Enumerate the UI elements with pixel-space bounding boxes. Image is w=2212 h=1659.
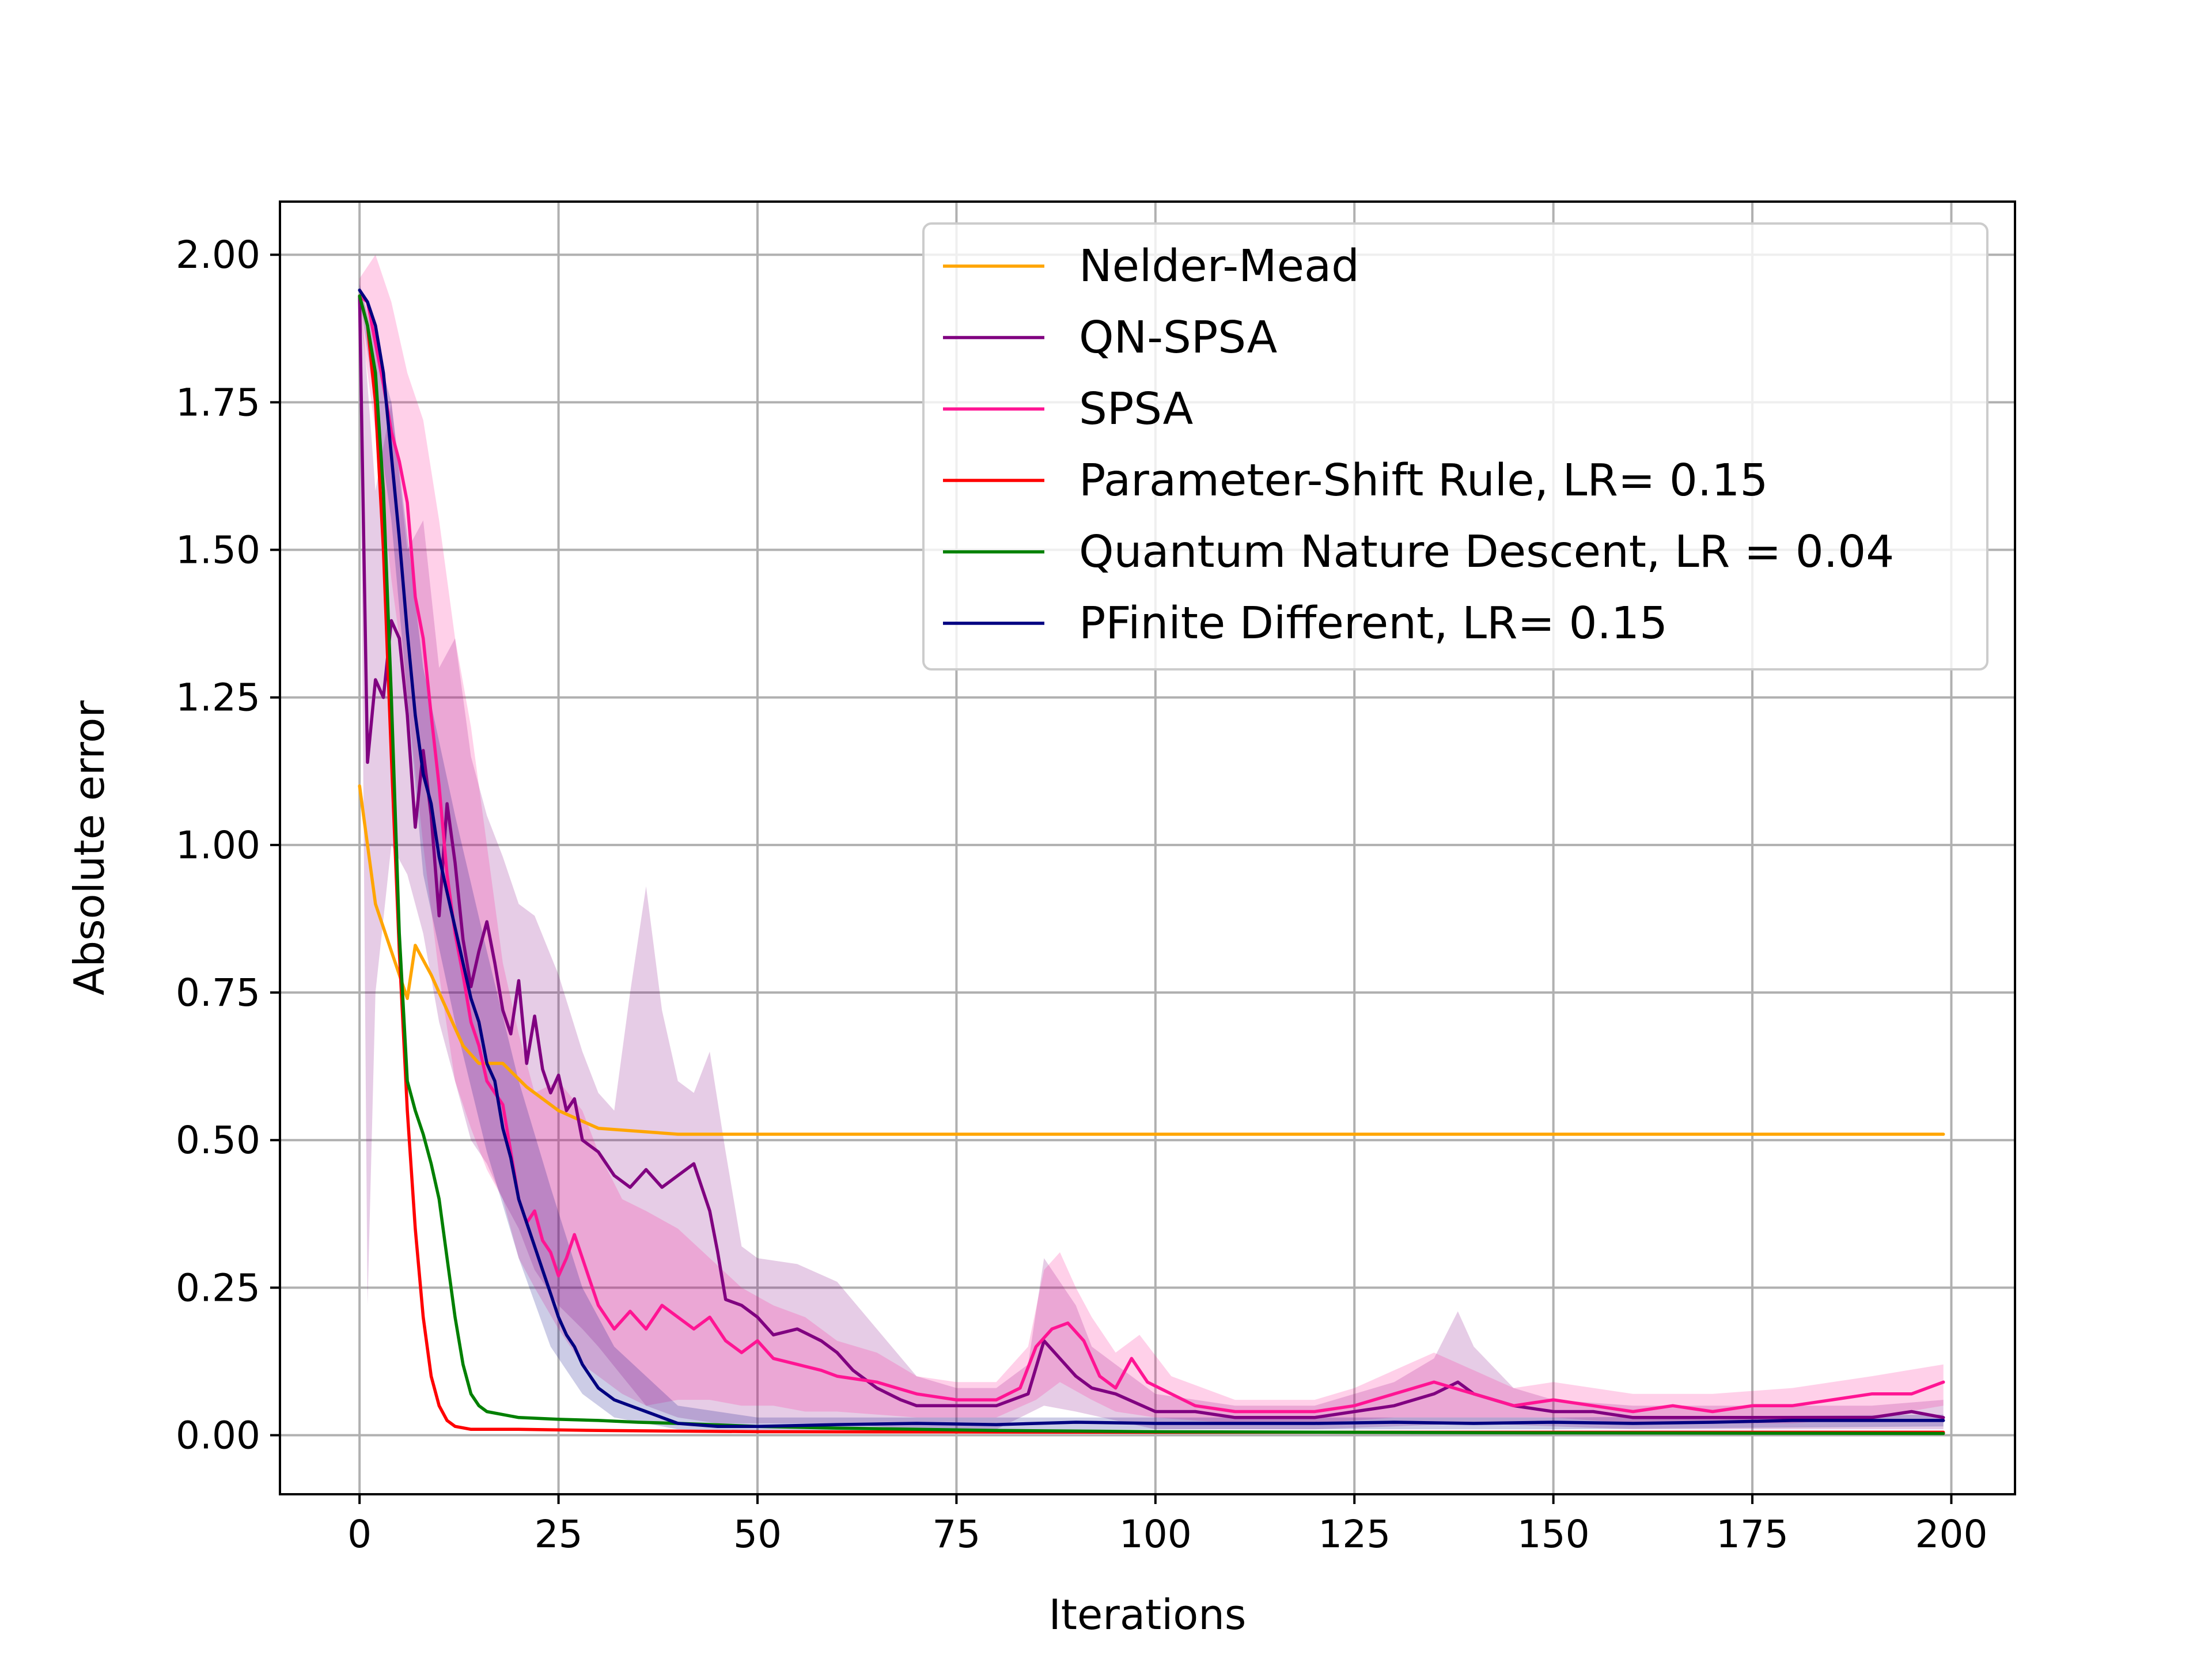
x-tick-label: 200 bbox=[1915, 1512, 1987, 1556]
legend-box bbox=[922, 222, 1988, 671]
x-tick-label: 0 bbox=[347, 1512, 372, 1556]
y-axis-label: Absolute error bbox=[65, 700, 113, 995]
series-line bbox=[358, 294, 1945, 1419]
x-tick-label: 50 bbox=[733, 1512, 782, 1556]
y-tick-label: 1.75 bbox=[176, 380, 260, 425]
series-lines bbox=[358, 288, 1945, 1435]
y-tick-label: 0.50 bbox=[176, 1118, 260, 1162]
series-line bbox=[358, 288, 1945, 1428]
x-tick-label: 25 bbox=[535, 1512, 583, 1556]
y-axis-ticks: 0.00 0.25 0.50 0.75 1.00 1.25 1.50 1.75 2.00 bbox=[176, 233, 280, 1458]
y-tick-label: 1.50 bbox=[176, 528, 260, 573]
legend-label: QN-SPSA bbox=[1079, 312, 1278, 363]
x-tick-label: 175 bbox=[1716, 1512, 1789, 1556]
legend-label: Nelder-Mead bbox=[1079, 241, 1359, 292]
y-tick-label: 2.00 bbox=[176, 233, 260, 277]
y-tick-label: 1.00 bbox=[176, 823, 260, 868]
y-tick-label: 0.00 bbox=[176, 1414, 260, 1458]
series-line bbox=[358, 294, 1945, 1434]
x-tick-label: 75 bbox=[932, 1512, 980, 1556]
series-line bbox=[358, 294, 1945, 1414]
legend-label: Parameter-Shift Rule, LR= 0.15 bbox=[1079, 455, 1768, 506]
legend-label: Quantum Nature Descent, LR = 0.04 bbox=[1079, 527, 1894, 578]
series-line bbox=[358, 784, 1945, 1136]
x-tick-label: 125 bbox=[1318, 1512, 1391, 1556]
x-axis-ticks: 0 25 50 75 100 125 150 175 200 bbox=[347, 1494, 1987, 1556]
x-axis-label: Iterations bbox=[1049, 1590, 1247, 1639]
legend: Nelder-Mead QN-SPSA SPSA Parameter-Shift Ru… bbox=[922, 222, 1988, 671]
legend-label: PFinite Different, LR= 0.15 bbox=[1079, 598, 1668, 649]
y-tick-label: 0.75 bbox=[176, 971, 260, 1015]
plot-frame bbox=[279, 200, 2016, 1495]
y-tick-label: 0.25 bbox=[176, 1266, 260, 1310]
x-tick-label: 100 bbox=[1119, 1512, 1192, 1556]
x-tick-label: 150 bbox=[1517, 1512, 1590, 1556]
y-tick-label: 1.25 bbox=[176, 676, 260, 720]
legend-label: SPSA bbox=[1079, 384, 1194, 435]
